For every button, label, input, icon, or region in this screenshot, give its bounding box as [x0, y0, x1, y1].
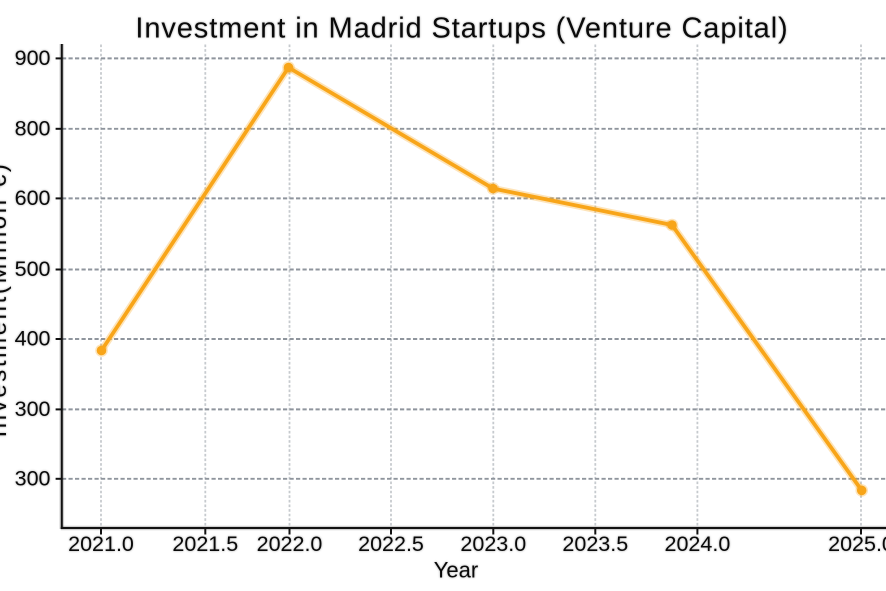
- svg-text:500: 500: [15, 257, 51, 281]
- svg-text:Year: Year: [434, 557, 478, 582]
- svg-text:2022.0: 2022.0: [257, 532, 323, 556]
- svg-text:Investment(Million €): Investment(Million €): [0, 161, 12, 437]
- svg-text:2024.0: 2024.0: [665, 532, 731, 556]
- svg-text:800: 800: [15, 116, 51, 140]
- svg-text:2021.5: 2021.5: [172, 532, 238, 556]
- svg-text:Investment in Madrid Startups: Investment in Madrid Startups (Venture C…: [135, 12, 788, 44]
- svg-text:2022.5: 2022.5: [358, 532, 424, 556]
- svg-text:2023.5: 2023.5: [562, 532, 628, 556]
- svg-text:300: 300: [15, 397, 51, 421]
- svg-text:2023.0: 2023.0: [460, 532, 526, 556]
- svg-text:2021.0: 2021.0: [68, 532, 134, 556]
- svg-text:600: 600: [15, 186, 51, 210]
- svg-text:900: 900: [15, 46, 51, 70]
- svg-text:2025.0: 2025.0: [828, 532, 886, 556]
- svg-text:400: 400: [15, 327, 51, 351]
- svg-text:300: 300: [15, 466, 51, 490]
